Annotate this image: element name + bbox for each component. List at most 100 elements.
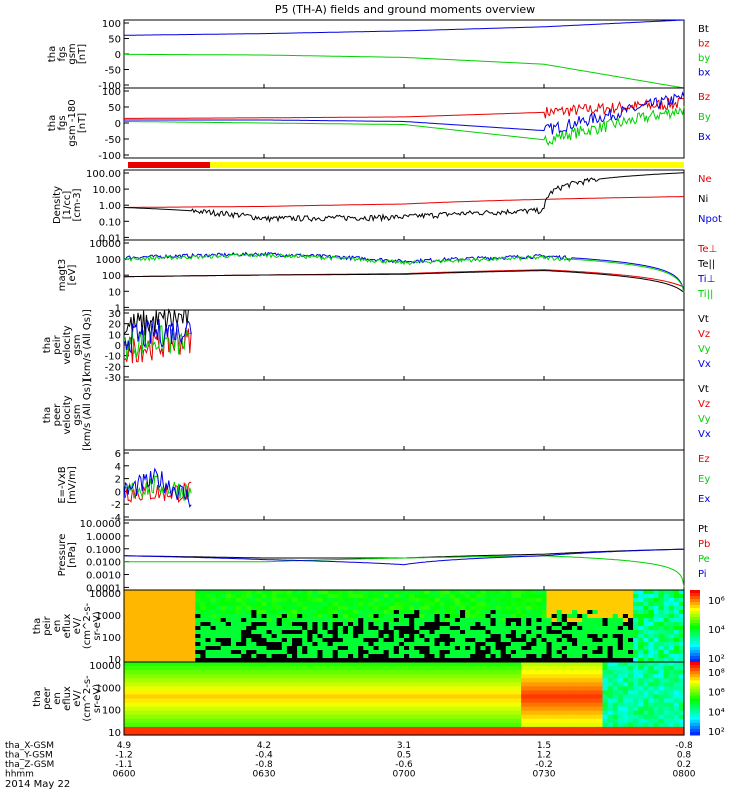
heatmap-cell bbox=[185, 634, 191, 639]
heatmap-cell bbox=[592, 702, 599, 708]
heatmap-cell bbox=[236, 598, 242, 603]
heatmap-cell bbox=[281, 714, 288, 720]
heatmap-cell bbox=[673, 626, 680, 631]
heatmap-cell bbox=[485, 698, 492, 704]
heatmap-cell bbox=[434, 630, 441, 635]
heatmap-cell bbox=[480, 694, 487, 700]
y-tick-label: -50 bbox=[105, 135, 121, 146]
heatmap-cell bbox=[180, 694, 186, 700]
heatmap-cell bbox=[317, 726, 324, 732]
heatmap-cell bbox=[597, 702, 604, 708]
heatmap-cell bbox=[475, 730, 481, 736]
y-axis-label-line: gsm bbox=[72, 404, 83, 425]
heatmap-cell bbox=[174, 650, 181, 655]
heatmap-cell bbox=[444, 622, 451, 627]
heatmap-cell bbox=[587, 678, 593, 683]
heatmap-cell bbox=[572, 666, 578, 671]
heatmap-cell bbox=[149, 594, 156, 599]
legend-Ex: Ex bbox=[698, 494, 710, 505]
heatmap-cell bbox=[241, 694, 247, 700]
heatmap-cell bbox=[261, 590, 268, 595]
heatmap-cell bbox=[134, 726, 140, 732]
heatmap-cell bbox=[317, 674, 324, 679]
heatmap-cell bbox=[398, 602, 405, 607]
heatmap-cell bbox=[302, 674, 308, 679]
heatmap-cell bbox=[215, 686, 222, 691]
heatmap-cell bbox=[505, 670, 512, 675]
heatmap-cell bbox=[521, 678, 527, 683]
heatmap-cell bbox=[256, 650, 263, 655]
colorbar-cell bbox=[690, 602, 700, 606]
heatmap-cell bbox=[638, 662, 644, 667]
heatmap-cell bbox=[429, 606, 436, 611]
heatmap-cell bbox=[378, 630, 385, 635]
heatmap-cell bbox=[266, 722, 273, 728]
heatmap-cell bbox=[332, 598, 339, 603]
heatmap-cell bbox=[628, 618, 634, 623]
heatmap-cell bbox=[129, 710, 135, 716]
heatmap-cell bbox=[653, 658, 660, 663]
heatmap-cell bbox=[638, 666, 644, 671]
heatmap-cell bbox=[500, 698, 507, 704]
heatmap-cell bbox=[159, 730, 166, 736]
heatmap-cell bbox=[577, 658, 583, 663]
heatmap-cell bbox=[169, 702, 176, 708]
heatmap-cell bbox=[302, 718, 308, 724]
heatmap-cell bbox=[332, 686, 339, 691]
heatmap-cell bbox=[185, 730, 191, 736]
heatmap-cell bbox=[587, 618, 593, 623]
heatmap-cell bbox=[500, 618, 507, 623]
heatmap-cell bbox=[312, 718, 319, 724]
heatmap-cell bbox=[393, 630, 400, 635]
heatmap-cell bbox=[124, 594, 130, 599]
heatmap-cell bbox=[521, 626, 527, 631]
heatmap-cell bbox=[551, 614, 558, 619]
legend-Bz: Bz bbox=[698, 92, 710, 103]
heatmap-cell bbox=[470, 654, 476, 659]
heatmap-cell bbox=[210, 654, 217, 659]
heatmap-cell bbox=[480, 666, 487, 671]
heatmap-cell bbox=[225, 654, 232, 659]
heatmap-cell bbox=[164, 614, 171, 619]
heatmap-cell bbox=[480, 674, 487, 679]
heatmap-cell bbox=[378, 722, 385, 728]
heatmap-cell bbox=[541, 598, 548, 603]
heatmap-cell bbox=[149, 694, 156, 700]
heatmap-cell bbox=[612, 622, 619, 627]
heatmap-cell bbox=[673, 670, 680, 675]
heatmap-cell bbox=[429, 722, 436, 728]
heatmap-cell bbox=[307, 630, 313, 635]
heatmap-cell bbox=[286, 602, 293, 607]
heatmap-cell bbox=[572, 618, 578, 623]
heatmap-cell bbox=[653, 590, 660, 595]
heatmap-cell bbox=[297, 698, 303, 704]
heatmap-cell bbox=[566, 678, 573, 683]
heatmap-cell bbox=[337, 682, 344, 687]
heatmap-cell bbox=[551, 710, 558, 716]
heatmap-cell bbox=[541, 662, 548, 667]
heatmap-cell bbox=[180, 606, 186, 611]
heatmap-cell bbox=[256, 710, 263, 716]
heatmap-cell bbox=[465, 598, 471, 603]
axis-row-value: 0.8 bbox=[677, 751, 692, 761]
heatmap-cell bbox=[510, 722, 517, 728]
heatmap-cell bbox=[205, 646, 212, 651]
heatmap-cell bbox=[124, 590, 130, 595]
heatmap-cell bbox=[251, 594, 257, 599]
heatmap-cell bbox=[658, 722, 665, 728]
heatmap-cell bbox=[281, 650, 288, 655]
heatmap-cell bbox=[424, 662, 431, 667]
heatmap-cell bbox=[663, 654, 670, 659]
heatmap-cell bbox=[230, 590, 237, 595]
heatmap-cell bbox=[633, 646, 639, 651]
heatmap-cell bbox=[429, 670, 436, 675]
heatmap-cell bbox=[358, 598, 364, 603]
legend-Vt: Vt bbox=[698, 314, 709, 325]
y-axis-label: Density [1/cc] [cm-3] bbox=[52, 186, 83, 224]
heatmap-cell bbox=[526, 714, 532, 720]
heatmap-cell bbox=[337, 694, 344, 700]
heatmap-cell bbox=[210, 718, 217, 724]
heatmap-cell bbox=[521, 590, 527, 595]
heatmap-cell bbox=[388, 650, 395, 655]
heatmap-cell bbox=[643, 702, 649, 708]
